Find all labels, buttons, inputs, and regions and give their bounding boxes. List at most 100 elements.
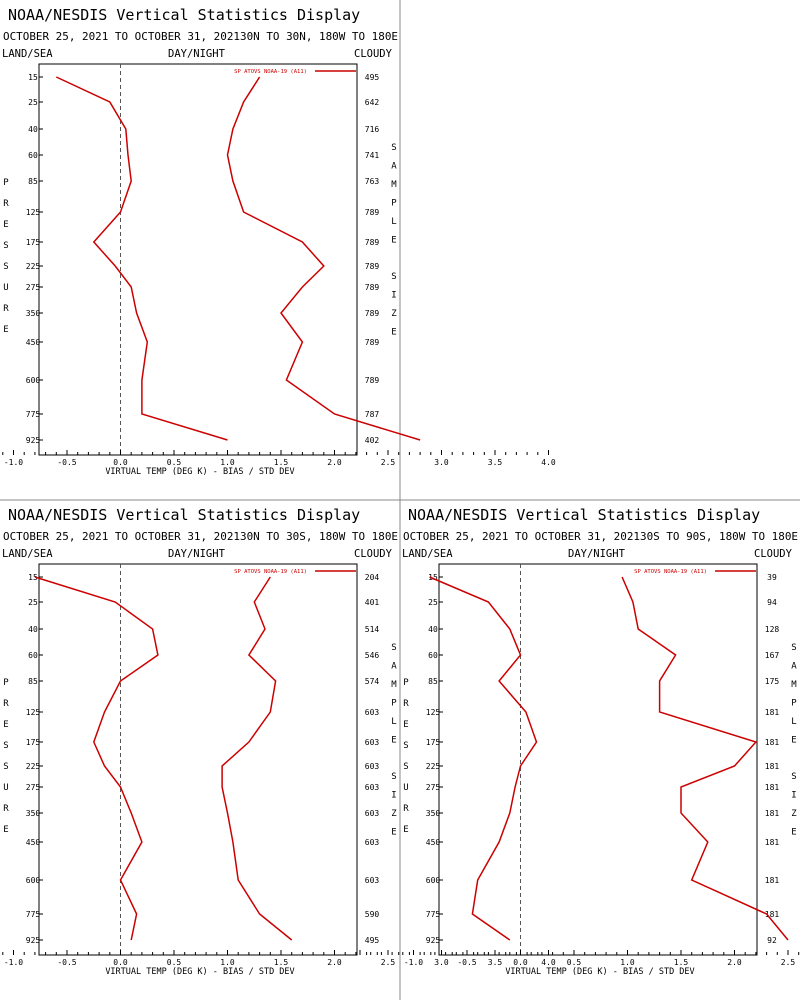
y2-axis-label-letter: A (391, 162, 397, 172)
legend-label: SP ATOVS NOAA-19 (A11) (234, 69, 307, 75)
pressure-level-label: 85 (28, 677, 38, 686)
pressure-level-label: 450 (426, 838, 441, 847)
pressure-level-label: 225 (26, 762, 41, 771)
x-tick-label: 2.5 (381, 958, 396, 967)
panel-date-range: OCTOBER 25, 2021 TO OCTOBER 31, 2021 30N … (3, 531, 398, 543)
pressure-level-label: 450 (26, 338, 41, 347)
x-tick-label: 0.0 (113, 958, 128, 967)
sample-size-label: 789 (365, 309, 380, 318)
series-line-bias (55, 76, 228, 441)
x-tick-label: 0.5 (567, 958, 582, 967)
panel-bottom-left: NOAA/NESDIS Vertical Statistics Display … (2, 506, 556, 977)
x-tick-label: 1.5 (674, 958, 689, 967)
pressure-level-label: 15 (28, 573, 38, 582)
pressure-level-label: 85 (28, 177, 38, 186)
sample-size-label: 789 (365, 208, 380, 217)
x-tick-label: 2.5 (781, 958, 796, 967)
panel-title: NOAA/NESDIS Vertical Statistics Display (8, 506, 360, 524)
y2-axis-label-letter: Z (391, 309, 397, 319)
x-tick-label: -0.5 (57, 958, 76, 967)
sample-size-label: 574 (365, 677, 380, 686)
y-axis-label-letter: U (403, 783, 408, 793)
y2-axis-label-letter: P (391, 199, 397, 209)
pressure-level-label: 275 (426, 783, 441, 792)
pressure-level-label: 925 (26, 936, 41, 945)
y2-axis-label-letter: E (391, 236, 396, 246)
pressure-level-label: 600 (426, 876, 441, 885)
pressure-level-label: 775 (26, 910, 41, 919)
x-tick-label: -1.0 (404, 958, 423, 967)
x-tick-label: 3.0 (434, 458, 449, 467)
y-axis-label-letter: R (3, 804, 9, 814)
y-axis-label-letter: U (3, 783, 8, 793)
y-axis-label-letter: E (403, 720, 408, 730)
y2-axis-label-letter: E (791, 828, 796, 838)
x-tick-label: 4.0 (541, 958, 556, 967)
x-tick-label: 0.5 (167, 458, 182, 467)
y-axis-label-letter: E (403, 825, 408, 835)
pressure-level-label: 25 (428, 598, 438, 607)
x-tick-label: 1.5 (274, 458, 289, 467)
sample-size-label: 181 (765, 783, 780, 792)
panel-title: NOAA/NESDIS Vertical Statistics Display (8, 6, 360, 24)
sky-label: CLOUDY (754, 548, 793, 560)
y2-axis-label-letter: I (791, 791, 796, 801)
sample-size-label: 181 (765, 738, 780, 747)
pressure-level-label: 175 (26, 238, 41, 247)
y2-axis-label-letter: L (791, 717, 796, 727)
x-tick-label: -0.5 (457, 958, 476, 967)
sample-size-label: 763 (365, 177, 380, 186)
pressure-level-label: 600 (26, 376, 41, 385)
pressure-level-label: 350 (26, 809, 41, 818)
panel-title: NOAA/NESDIS Vertical Statistics Display (408, 506, 760, 524)
y2-axis-label-letter: A (791, 662, 797, 672)
pressure-level-label: 175 (26, 738, 41, 747)
pressure-level-label: 925 (26, 436, 41, 445)
sample-size-label: 495 (365, 73, 380, 82)
sample-size-label: 181 (765, 708, 780, 717)
pressure-level-label: 125 (426, 708, 441, 717)
sample-size-label: 789 (365, 283, 380, 292)
y-axis-label-letter: E (3, 325, 8, 335)
x-tick-label: 1.0 (220, 958, 235, 967)
y2-axis-label-letter: P (791, 699, 797, 709)
sample-size-label: 741 (365, 151, 380, 160)
x-tick-label: 4.0 (541, 458, 556, 467)
pressure-level-label: 40 (428, 625, 438, 634)
sample-size-label: 128 (765, 625, 780, 634)
pressure-level-label: 225 (426, 762, 441, 771)
x-axis-label: VIRTUAL TEMP (DEG K) - BIAS / STD DEV (105, 967, 294, 977)
panel-date-range: OCTOBER 25, 2021 TO OCTOBER 31, 2021 30N … (3, 31, 398, 43)
x-tick-label: -1.0 (4, 958, 23, 967)
x-tick-label: 2.0 (727, 958, 742, 967)
series-line-std-dev (226, 76, 421, 441)
sample-size-label: 789 (365, 376, 380, 385)
y-axis-label-letter: R (3, 199, 9, 209)
sample-size-label: 603 (365, 708, 380, 717)
y2-axis-label-letter: E (391, 328, 396, 338)
y-axis-label-letter: S (3, 741, 8, 751)
series-line-bias (34, 576, 159, 941)
y-axis-label-letter: R (3, 304, 9, 314)
x-tick-label: -1.0 (4, 458, 23, 467)
pressure-level-label: 40 (28, 625, 38, 634)
x-tick-label: 2.0 (327, 458, 342, 467)
pressure-level-label: 350 (426, 809, 441, 818)
y-axis-label-letter: S (3, 241, 8, 251)
pressure-level-label: 125 (26, 708, 41, 717)
y-axis-label-letter: U (3, 283, 8, 293)
sample-size-label: 789 (365, 338, 380, 347)
y2-axis-label-letter: A (391, 662, 397, 672)
x-tick-label: 1.0 (220, 458, 235, 467)
pressure-level-label: 40 (28, 125, 38, 134)
y2-axis-label-letter: S (391, 143, 396, 153)
sample-size-label: 181 (765, 910, 780, 919)
plot-frame (38, 563, 358, 956)
y2-axis-label-letter: M (391, 180, 397, 190)
surface-label: LAND/SEA (2, 48, 53, 60)
x-tick-label: -0.5 (57, 458, 76, 467)
pressure-level-label: 85 (428, 677, 438, 686)
plot-frame (38, 63, 358, 456)
x-tick-label: 2.5 (381, 458, 396, 467)
